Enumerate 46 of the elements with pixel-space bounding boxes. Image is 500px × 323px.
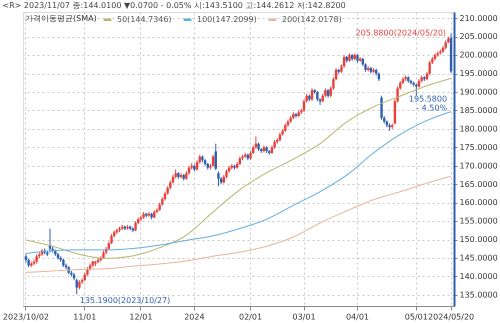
x-tick-label: 2024/05/20 [428,312,474,322]
x-tick-label: 04/01 [346,312,370,322]
annotation: 135.1900(2023/10/27) [80,296,170,306]
y-tick-label: 170.0000 [460,161,498,170]
y-tick-label: 145.0000 [460,254,498,263]
y-tick-label: 175.0000 [460,142,498,152]
y-tick-label: 150.0000 [460,235,498,244]
candlestick [214,143,217,171]
x-tick-label: 11/01 [73,312,96,322]
candlestick [134,220,137,232]
x-tick-label: 02/01 [239,312,262,322]
x-tick-label: 12/01 [129,312,152,322]
legend-label: 100(147.2099) [197,14,257,24]
y-tick-label: 200.0000 [460,50,498,60]
legend-title: 가격이동평균(SMA) [25,14,97,23]
annotation: 195.5800 [408,94,448,104]
candlestick [212,154,214,168]
line-series [25,78,452,259]
y-tick-label: 185.0000 [460,106,498,115]
line-series [25,176,452,273]
x-tick-label: 2024 [184,312,205,322]
y-tick-label: 205.0000 [460,32,498,42]
y-tick-label: 135.0000 [460,290,498,300]
annotation: 205.8800(2024/05/20) [356,28,446,38]
candlestick [78,280,81,290]
x-tick-label: 05/01 [404,312,428,322]
legend-label: 50(144.7346) [117,14,172,24]
chart-title: <R> 2023/11/07 종:144.0100 ▼0.0700 - 0.05% 시:143.5100 고:144.2612 저:142.8200 [2,1,346,10]
y-tick-label: 155.0000 [460,216,498,226]
candlestick [35,254,38,264]
y-tick-label: 190.0000 [460,88,498,97]
y-tick-label: 195.0000 [460,69,498,78]
y-tick-label: 210.0000 [460,14,498,23]
candlestick [316,90,319,102]
candlestick [428,60,431,76]
line-series [25,111,452,254]
x-tick-label: 2023/10/02 [2,312,49,322]
candlestick [217,170,220,187]
y-tick-label: 165.0000 [460,180,498,189]
x-tick-label: 03/01 [292,312,316,322]
y-tick-label: 180.0000 [460,124,498,134]
candlestick [415,83,418,96]
y-tick-label: 140.0000 [460,272,498,281]
y-tick-label: 160.0000 [460,198,498,208]
annotation: - 4.50% [416,103,448,112]
legend-label: 200(142.0178) [282,14,342,24]
